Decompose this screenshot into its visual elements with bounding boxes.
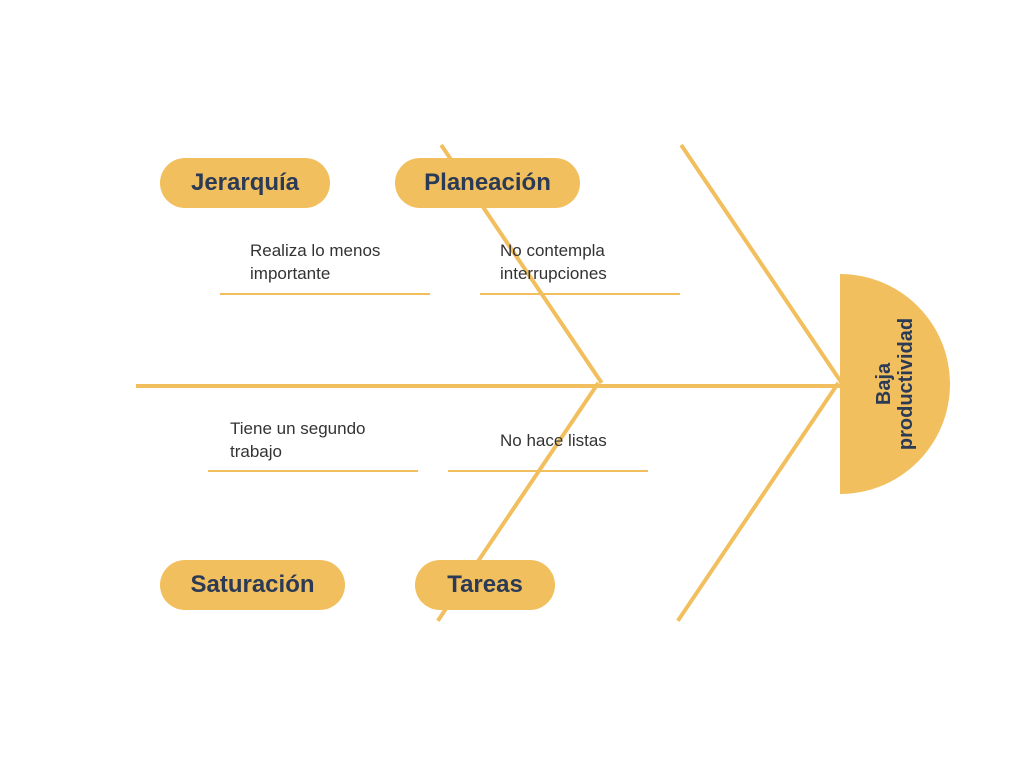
category-saturacion: Saturación [160,560,345,610]
category-label: Saturación [190,571,314,599]
cause-top-right: No contempla interrupciones [500,240,607,286]
cause-bottom-left: Tiene un segundo trabajo [230,418,365,464]
cause-bottom-right: No hace listas [500,430,607,453]
category-planeacion: Planeación [395,158,580,208]
category-jerarquia: Jerarquía [160,158,330,208]
spine-line [136,384,840,388]
bone-top-right [680,144,844,384]
underline-top-right [480,293,680,295]
category-label: Jerarquía [191,169,299,197]
underline-bottom-right [448,470,648,472]
category-tareas: Tareas [415,560,555,610]
category-label: Planeación [424,169,551,197]
underline-top-left [220,293,430,295]
effect-label: Baja productividad [840,329,950,439]
fishbone-diagram: Jerarquía Planeación Saturación Tareas R… [0,0,1024,768]
category-label: Tareas [447,571,523,599]
bone-bottom-right [676,382,840,622]
cause-top-left: Realiza lo menos importante [250,240,380,286]
effect-head: Baja productividad [840,274,950,494]
underline-bottom-left [208,470,418,472]
